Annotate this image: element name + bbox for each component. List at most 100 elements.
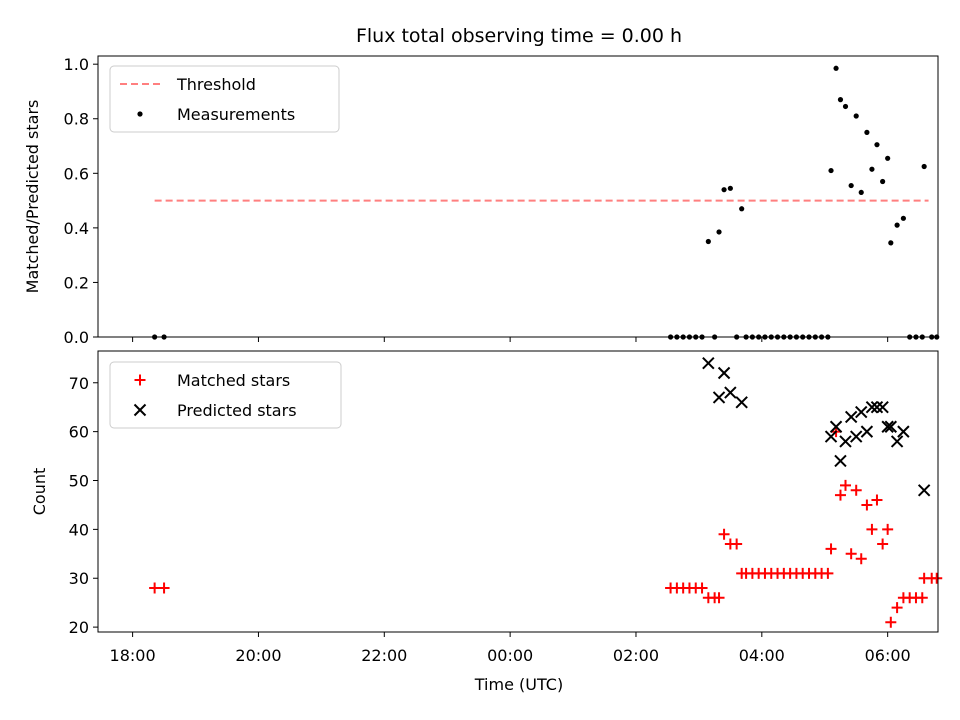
data-point (931, 572, 943, 584)
legend-marker (134, 374, 146, 386)
legend: Threshold Measurements (109, 65, 340, 133)
data-point (884, 420, 898, 433)
data-point (858, 189, 864, 196)
count-panel: 20 30 40 50 60 70 18:00 20:00 22:00 00:00 02:00 04:… (30, 350, 943, 665)
data-point (149, 582, 161, 594)
legend-marker (137, 111, 143, 117)
legend: Matched stars Predicted stars (109, 361, 342, 429)
y-tick-label: 20 (69, 618, 89, 637)
y-tick-label: 30 (69, 569, 89, 588)
data-point (839, 435, 852, 448)
ratio-panel: 0.0 0.2 0.4 0.6 0.8 1.0 Matched/Predicted star… (23, 55, 940, 347)
data-point (870, 400, 884, 414)
data-point (705, 238, 711, 245)
data-point (890, 435, 904, 448)
data-point (866, 523, 878, 535)
legend-box (109, 361, 342, 429)
data-point (834, 489, 846, 501)
data-point (897, 425, 910, 438)
data-point (849, 430, 863, 443)
legend-label: Threshold (176, 75, 256, 94)
data-point (885, 155, 891, 161)
data-point (885, 616, 897, 628)
data-point (712, 391, 726, 404)
y-axis-label: Count (30, 468, 49, 516)
y-tick-label: 1.0 (64, 55, 89, 74)
data-point (731, 538, 743, 550)
data-point (833, 65, 839, 71)
x-tick-label: 04:00 (739, 646, 785, 665)
series-matched-stars (149, 426, 943, 628)
data-point (735, 396, 748, 409)
data-point (891, 602, 903, 614)
data-point (921, 163, 927, 170)
axes-frame (97, 55, 939, 338)
data-point (727, 185, 733, 191)
y-tick-label: 0.0 (64, 328, 89, 347)
data-point (916, 592, 928, 604)
data-point (829, 420, 843, 433)
data-point (717, 366, 731, 380)
legend-box (109, 65, 340, 133)
data-point (739, 206, 745, 212)
data-point (721, 187, 727, 193)
data-point (864, 129, 870, 135)
data-point (876, 400, 889, 414)
data-point (848, 182, 854, 189)
y-axis-label: Matched/Predicted stars (23, 100, 42, 294)
y-tick-label: 70 (69, 374, 89, 393)
y-tick-label: 50 (69, 472, 89, 491)
x-tick-label: 02:00 (613, 646, 659, 665)
data-point (877, 538, 889, 550)
x-tick-label: 20:00 (235, 646, 281, 665)
legend-label: Predicted stars (177, 401, 297, 420)
y-tick-label: 0.6 (64, 164, 89, 183)
data-point (825, 543, 837, 555)
y-tick-label: 40 (69, 520, 89, 539)
data-point (824, 430, 838, 443)
legend-label: Measurements (177, 105, 295, 124)
data-point (828, 167, 834, 174)
x-axis-label: Time (UTC) (474, 675, 563, 694)
data-point (880, 178, 886, 185)
data-point (845, 548, 857, 560)
data-point (855, 405, 868, 419)
x-tick-label: 00:00 (487, 646, 533, 665)
series-predicted-stars (702, 357, 931, 497)
data-point (888, 240, 894, 246)
data-point (842, 103, 849, 110)
x-tick-label: 18:00 (110, 646, 156, 665)
y-tick-label: 0.2 (64, 273, 89, 292)
data-point (850, 484, 862, 496)
data-point (869, 166, 875, 172)
data-point (855, 553, 867, 565)
axes-frame (97, 350, 939, 633)
legend-label: Matched stars (177, 371, 290, 390)
data-point (837, 97, 844, 103)
data-point (713, 592, 725, 604)
data-point (894, 222, 900, 228)
data-point (861, 499, 873, 511)
data-point (917, 484, 931, 497)
y-tick-label: 0.8 (64, 110, 89, 129)
x-tick-label: 06:00 (865, 646, 911, 665)
data-point (882, 523, 894, 535)
y-tick-label: 0.4 (64, 219, 89, 238)
data-point (716, 229, 722, 235)
data-point (834, 454, 847, 468)
data-point (724, 386, 737, 399)
x-tick-label: 22:00 (361, 646, 407, 665)
chart-title: Flux total observing time = 0.00 h (356, 25, 682, 47)
data-point (871, 494, 883, 506)
data-point (696, 582, 708, 594)
data-point (822, 567, 834, 579)
data-point (900, 215, 906, 221)
data-point (881, 420, 894, 433)
data-point (718, 528, 730, 540)
data-point (702, 357, 715, 370)
data-point (853, 113, 859, 119)
data-point (860, 425, 874, 438)
data-point (158, 582, 170, 594)
data-point (840, 479, 852, 491)
